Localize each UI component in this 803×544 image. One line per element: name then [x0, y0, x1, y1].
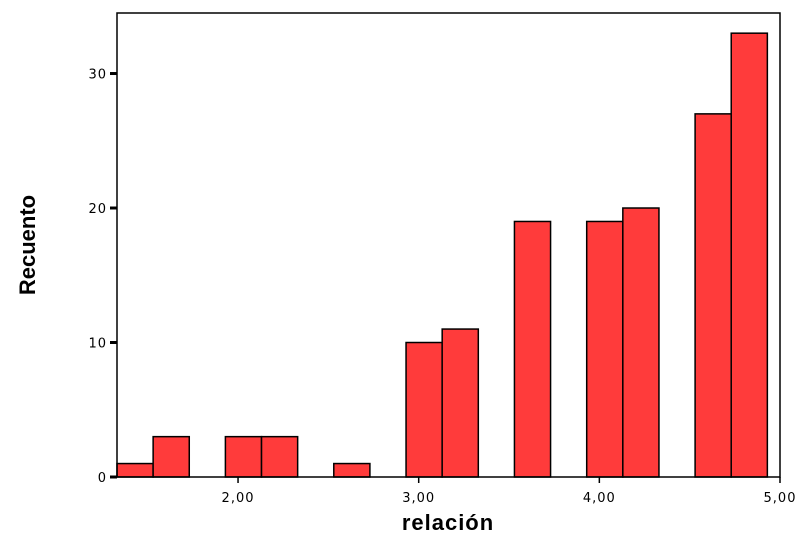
x-axis-title: relación: [402, 510, 494, 535]
x-tick-label: 2,00: [222, 491, 255, 506]
histogram-bar: [116, 462, 154, 478]
bars-group: [116, 32, 769, 478]
y-tick-label: 0: [98, 471, 107, 486]
histogram-bar: [513, 220, 552, 478]
histogram-bar: [730, 32, 769, 478]
y-axis-ticks: 0 10 20 30: [88, 68, 117, 486]
histogram-bar: [152, 435, 191, 478]
y-axis-title: Recuento: [15, 195, 40, 295]
histogram-bar: [260, 435, 299, 478]
y-tick-label: 10: [88, 337, 107, 352]
histogram-bar: [224, 435, 263, 478]
histogram-bar: [405, 341, 443, 478]
x-tick-label: 5,00: [764, 491, 797, 506]
histogram-bar: [333, 462, 371, 478]
plot-frame: [116, 12, 781, 478]
histogram-bar: [441, 328, 480, 478]
x-axis-ticks: 2,00 3,00 4,00 5,00: [222, 477, 797, 506]
x-tick-label: 4,00: [583, 491, 616, 506]
histogram-bar: [694, 113, 732, 478]
x-tick-label: 3,00: [402, 491, 435, 506]
y-tick-label: 20: [88, 202, 107, 217]
histogram-bar: [622, 207, 660, 478]
histogram-bar: [585, 220, 624, 478]
y-tick-label: 30: [88, 68, 107, 83]
